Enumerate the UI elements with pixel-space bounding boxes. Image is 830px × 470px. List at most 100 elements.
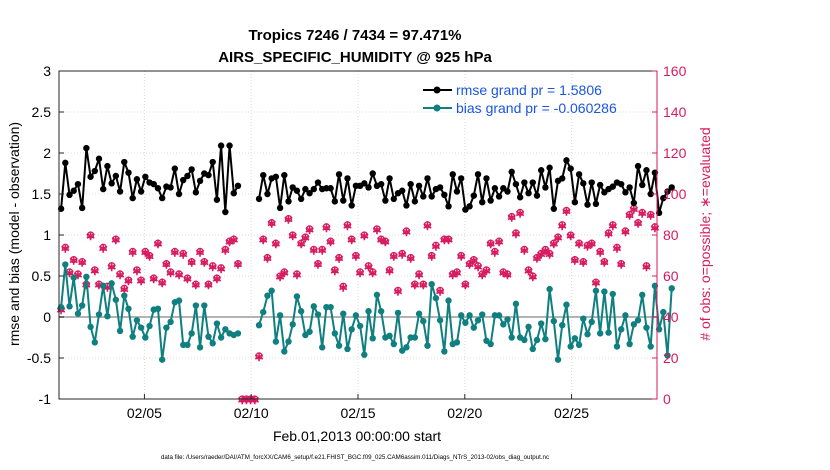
obs-evaluated-marker: ∗ — [279, 265, 290, 280]
rmse-point — [184, 172, 191, 180]
rmse-point — [70, 187, 77, 194]
rmse-point — [411, 198, 419, 205]
rmse-point — [525, 189, 532, 197]
bias-point — [500, 321, 507, 328]
bias-point — [264, 292, 271, 299]
obs-evaluated-marker: ∗ — [473, 259, 484, 274]
rmse-point — [436, 184, 444, 191]
rmse-point — [622, 189, 629, 196]
y2-tick-label: 40 — [663, 309, 679, 325]
bias-point — [559, 322, 566, 329]
bias-point — [411, 334, 419, 341]
obs-possible-marker — [196, 247, 204, 256]
obs-evaluated-marker: ∗ — [199, 255, 210, 270]
obs-possible-marker — [571, 255, 579, 264]
obs-evaluated-marker: ∗ — [60, 240, 71, 255]
obs-evaluated-marker: ∗ — [233, 257, 244, 272]
x-tick-label: 02/15 — [340, 405, 375, 421]
rmse-point — [340, 197, 347, 204]
obs-possible-marker — [625, 210, 634, 219]
obs-evaluated-marker: ∗ — [464, 257, 475, 272]
obs-evaluated-marker: ∗ — [224, 234, 235, 249]
obs-possible-marker — [478, 270, 486, 278]
obs-evaluated-marker: ∗ — [321, 220, 332, 235]
rmse-point — [74, 180, 82, 188]
rmse-point — [415, 182, 423, 189]
rmse-point — [137, 188, 145, 195]
bias-point — [285, 338, 292, 345]
rmse-point — [508, 168, 515, 176]
obs-possible-marker — [592, 278, 600, 286]
x-axis-label: Feb.01,2013 00:00:00 start — [273, 428, 441, 444]
obs-possible-marker — [318, 245, 326, 254]
bias-point — [78, 302, 86, 309]
bias-point — [647, 343, 654, 350]
bias-point — [108, 280, 115, 287]
obs-evaluated-marker: ∗ — [174, 267, 185, 282]
obs-possible-marker — [604, 229, 613, 237]
obs-evaluated-marker: ∗ — [388, 249, 399, 264]
bias-point — [163, 324, 170, 331]
rmse-point — [386, 175, 393, 182]
obs-possible-marker — [419, 280, 427, 288]
obs-evaluated-marker: ∗ — [77, 255, 88, 270]
rmse-point — [100, 185, 107, 193]
bias-point — [276, 312, 284, 319]
obs-possible-marker — [457, 251, 465, 260]
obs-evaluated-marker: ∗ — [620, 224, 631, 239]
obs-evaluated-marker: ∗ — [350, 249, 361, 264]
rmse-point — [487, 197, 494, 204]
rmse-point — [626, 184, 633, 191]
bias-point — [57, 303, 65, 311]
bias-point — [116, 327, 124, 335]
obs-evaluated-marker: ∗ — [540, 242, 551, 257]
obs-evaluated-marker: ∗ — [485, 236, 496, 251]
rmse-line — [60, 144, 239, 213]
obs-evaluated-marker: ∗ — [628, 201, 639, 216]
bias-point — [584, 331, 591, 338]
y2-tick-label: 20 — [663, 350, 679, 366]
rmse-point — [78, 204, 86, 212]
obs-evaluated-marker: ∗ — [153, 236, 164, 251]
y-tick-label: -1 — [39, 391, 52, 407]
obs-evaluated-marker: ∗ — [430, 238, 441, 253]
obs-possible-marker — [609, 221, 617, 229]
obs-possible-marker — [301, 233, 310, 241]
y-tick-label: 3 — [43, 63, 51, 79]
bias-point — [634, 317, 642, 324]
rmse-point — [167, 184, 174, 191]
obs-evaluated-marker: ∗ — [291, 267, 302, 282]
rmse-point — [580, 180, 587, 187]
obs-possible-marker — [86, 231, 95, 239]
bias-point — [563, 301, 570, 308]
obs-possible-marker — [213, 274, 221, 282]
obs-possible-marker — [495, 237, 503, 245]
x-tick-label: 02/20 — [447, 405, 482, 421]
obs-evaluated-marker: ∗ — [186, 255, 197, 270]
obs-possible-marker — [381, 237, 390, 245]
obs-evaluated-marker: ∗ — [127, 244, 138, 259]
obs-possible-marker — [112, 235, 120, 243]
obs-evaluated-marker: ∗ — [477, 267, 488, 282]
rmse-point — [495, 193, 503, 200]
obs-possible-marker — [305, 225, 314, 233]
rmse-point — [634, 162, 642, 170]
y-tick-label: -0.5 — [27, 350, 51, 366]
obs-evaluated-marker: ∗ — [439, 232, 450, 247]
rmse-point — [234, 182, 242, 189]
obs-evaluated-marker: ∗ — [590, 275, 601, 290]
obs-possible-marker — [145, 251, 154, 260]
rmse-point — [125, 169, 132, 176]
obs-possible-marker — [512, 229, 520, 237]
obs-possible-marker — [558, 221, 566, 229]
obs-evaluated-marker: ∗ — [262, 251, 273, 266]
bias-point — [504, 316, 511, 323]
obs-evaluated-marker: ∗ — [494, 234, 505, 249]
rmse-point — [584, 201, 591, 208]
legend-rmse-marker — [433, 86, 441, 94]
legend-bias-label: bias grand pr = -0.060286 — [456, 100, 617, 116]
bias-point — [533, 336, 541, 344]
bias-point — [441, 348, 448, 355]
obs-possible-marker — [579, 257, 587, 266]
bias-point — [95, 311, 103, 318]
